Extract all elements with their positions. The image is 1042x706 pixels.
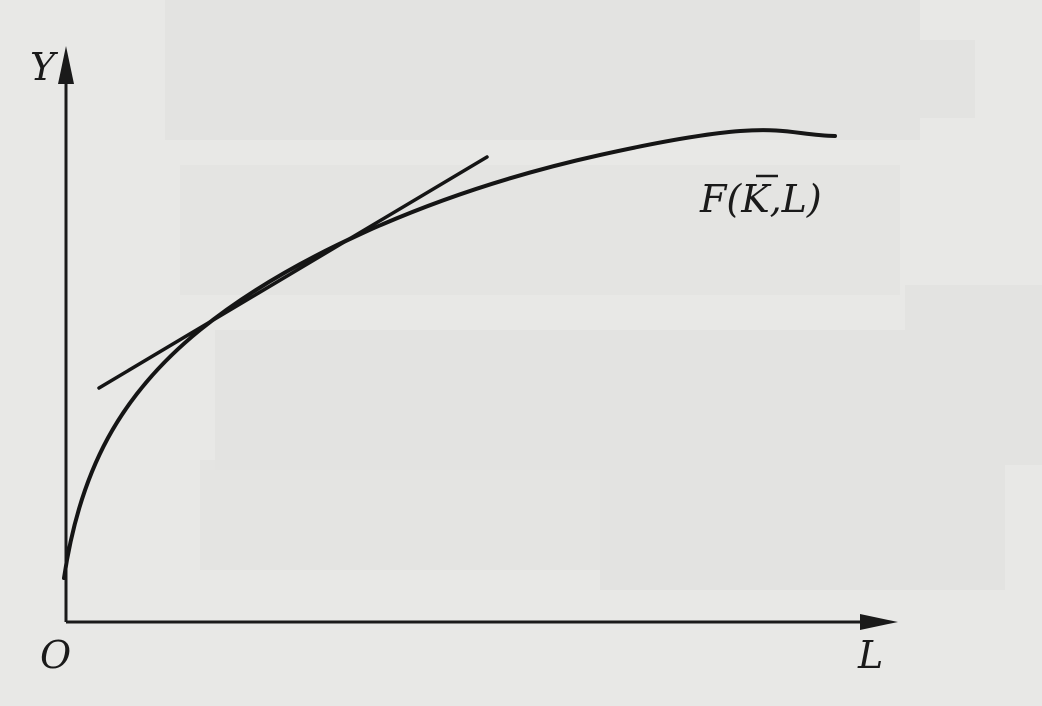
x-axis-label: L [857, 633, 883, 677]
redaction-box-right [905, 285, 1042, 465]
y-axis-label: Y [30, 45, 59, 89]
bleed-band-top [180, 165, 900, 295]
curve-label: F(K,L) [699, 174, 822, 221]
paper-bleed-through [180, 165, 900, 570]
y-axis-arrowhead [58, 46, 74, 84]
x-axis-arrowhead [860, 614, 898, 630]
svg-text:F(K,L): F(K,L) [699, 177, 822, 221]
origin-label: O [40, 633, 71, 677]
redaction-masks [165, 0, 1042, 590]
curve-label-prefix: F( [699, 177, 742, 221]
redaction-box-top [165, 0, 920, 140]
curve-label-suffix: ,L) [770, 177, 822, 221]
bleed-band-bottom [200, 460, 620, 570]
tangent-line [97, 155, 489, 390]
redaction-box-middle [215, 330, 905, 470]
redaction-box-lower [600, 450, 1005, 590]
curve-label-k: K [740, 177, 772, 221]
redaction-box-top-right [910, 40, 975, 118]
